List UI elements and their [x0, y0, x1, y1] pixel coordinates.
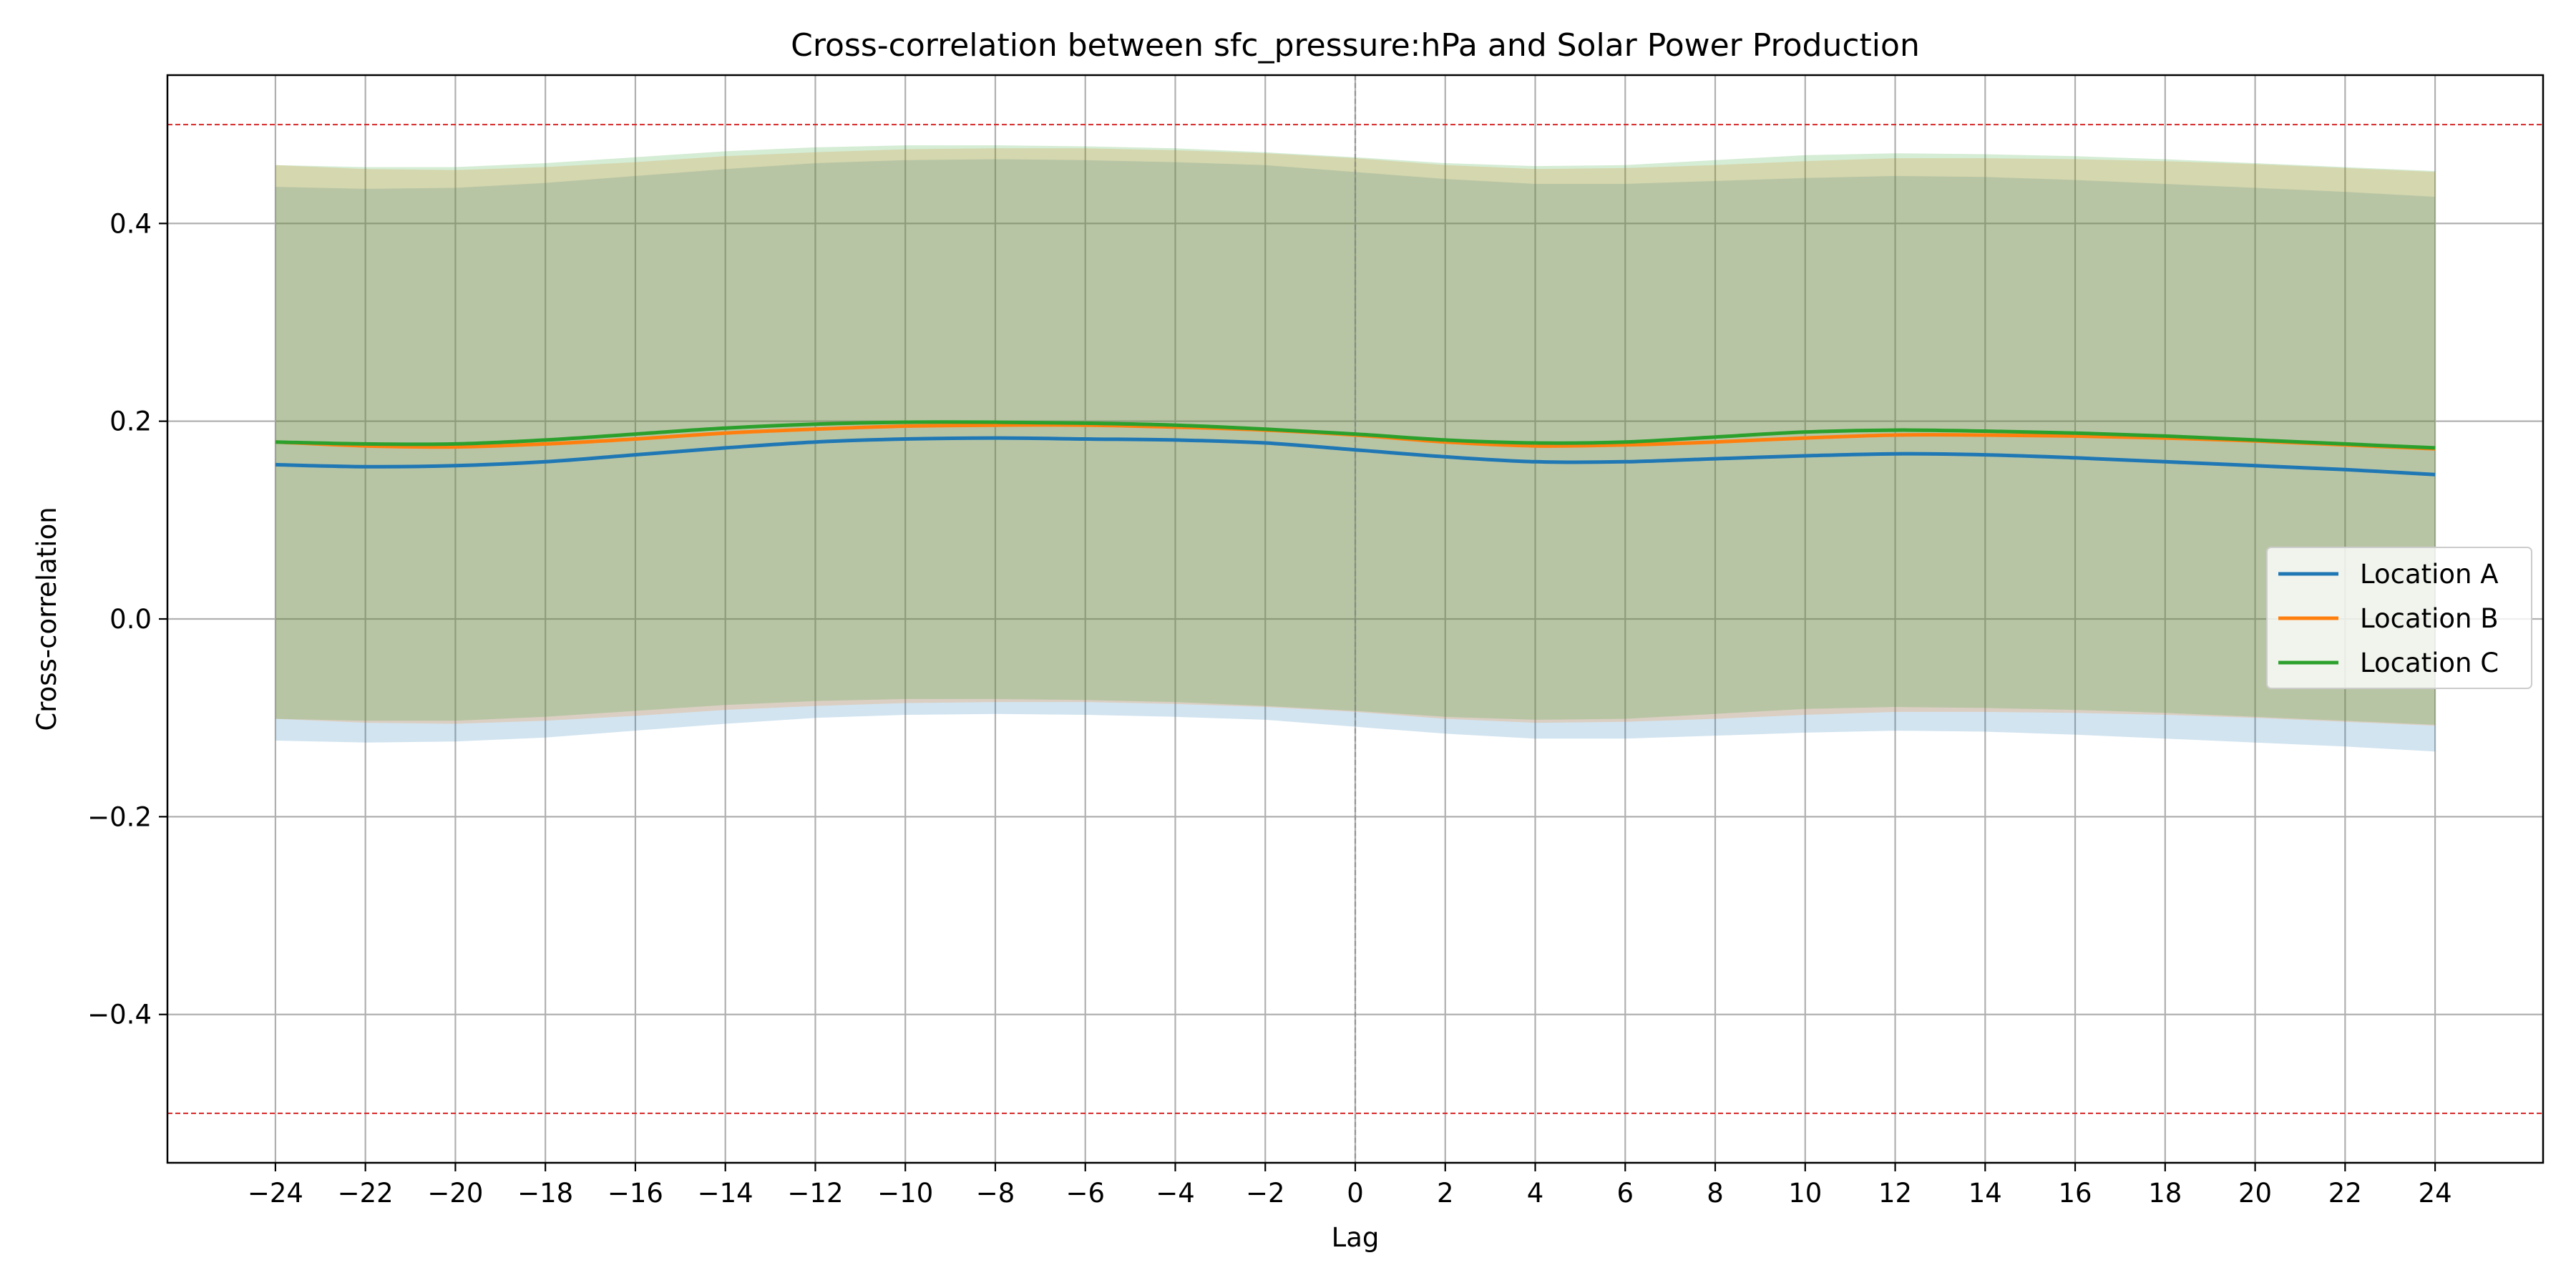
y-tick-label: 0.4: [109, 208, 152, 239]
x-tick-label: 16: [2059, 1178, 2092, 1209]
legend-box: [2266, 547, 2532, 689]
x-tick-label: −24: [248, 1178, 303, 1209]
x-tick-label: 10: [1788, 1178, 1822, 1209]
y-tick-label: 0.0: [109, 604, 152, 635]
legend: Location A Location B Location C: [2266, 547, 2532, 689]
x-axis-label: Lag: [1332, 1222, 1380, 1253]
series-line-3: [275, 420, 2436, 450]
x-tick-label: −4: [1156, 1178, 1195, 1209]
x-axis-ticks: −24 −22 −20 −18 −16 −14 −12 −10 −8 −6 −4 −2 0 2 4 6 8 10 1…: [248, 1163, 2452, 1209]
x-tick-label: −10: [877, 1178, 933, 1209]
x-tick-label: 6: [1616, 1178, 1634, 1209]
chart-title: Cross-correlation between sfc_pressure:h…: [791, 27, 1920, 64]
legend-label: Location C: [2360, 648, 2499, 678]
x-tick-label: −8: [976, 1178, 1015, 1209]
legend-label: Location B: [2360, 603, 2499, 634]
x-tick-label: 20: [2238, 1178, 2272, 1209]
x-tick-label: −6: [1065, 1178, 1105, 1209]
series-lines: [275, 420, 2436, 477]
x-tick-label: −16: [608, 1178, 663, 1209]
x-tick-label: 2: [1437, 1178, 1454, 1209]
x-tick-label: 4: [1527, 1178, 1544, 1209]
x-tick-label: −2: [1246, 1178, 1285, 1209]
series-line-1: [275, 436, 2436, 477]
y-axis-ticks: −0.4 −0.2 0.0 0.2 0.4: [87, 208, 167, 1030]
x-tick-label: −22: [338, 1178, 394, 1209]
plot-area: [166, 74, 2545, 1164]
y-tick-label: −0.4: [87, 1000, 152, 1030]
x-tick-label: −18: [517, 1178, 573, 1209]
x-tick-label: 14: [1968, 1178, 2002, 1209]
x-tick-label: 12: [1878, 1178, 1912, 1209]
y-tick-label: 0.2: [109, 406, 152, 437]
confidence-band-2: [275, 148, 2436, 726]
reference-lines: [167, 75, 2543, 1163]
x-tick-label: 8: [1707, 1178, 1724, 1209]
y-axis-label: Cross-correlation: [31, 507, 62, 731]
y-tick-label: −0.2: [87, 801, 152, 832]
x-tick-label: 22: [2328, 1178, 2362, 1209]
x-tick-label: 0: [1347, 1178, 1364, 1209]
x-tick-label: −14: [698, 1178, 753, 1209]
legend-label: Location A: [2360, 559, 2499, 590]
x-tick-label: 24: [2419, 1178, 2452, 1209]
x-tick-label: 18: [2148, 1178, 2182, 1209]
x-tick-label: −12: [787, 1178, 843, 1209]
x-tick-label: −20: [427, 1178, 483, 1209]
